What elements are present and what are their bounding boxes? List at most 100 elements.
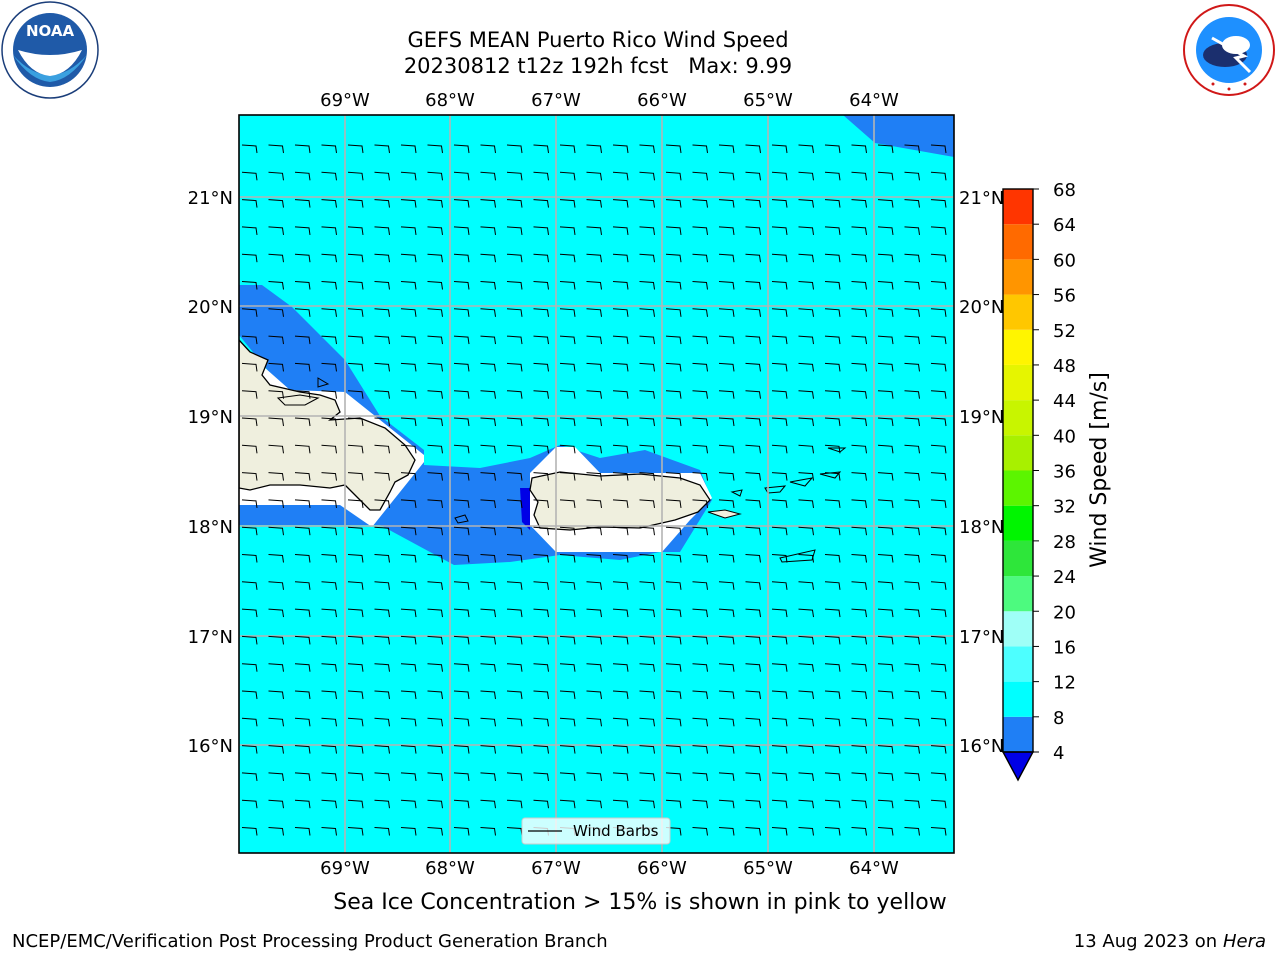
wind-barb	[851, 226, 867, 235]
wind-barb	[612, 171, 629, 181]
wind-barb	[427, 663, 443, 672]
wind-barb	[268, 253, 284, 263]
lon-label-bottom: 64°W	[849, 858, 899, 879]
wind-barb	[294, 472, 311, 481]
colorbar-label: Wind Speed [m/s]	[1087, 372, 1112, 568]
wind-barb	[798, 362, 814, 372]
colorbar-segment	[1003, 259, 1033, 295]
wind-barb	[745, 472, 761, 481]
wind-barb	[824, 581, 841, 590]
wind-barb	[586, 281, 602, 290]
wind-barb	[612, 444, 629, 454]
wind-barb	[480, 799, 496, 809]
wind-barb	[824, 281, 841, 290]
wind-barb	[427, 226, 443, 235]
wind-barb	[612, 472, 629, 481]
lat-label-left: 16°N	[188, 736, 233, 757]
wind-barb	[692, 608, 708, 618]
wind-barb	[877, 772, 894, 781]
wind-barb	[241, 335, 258, 345]
wind-barb	[824, 554, 841, 563]
wind-barb	[268, 799, 284, 809]
wind-barb	[877, 390, 894, 399]
wind-barb	[586, 362, 602, 372]
wind-barb	[639, 444, 655, 454]
wind-barb	[877, 199, 894, 208]
wind-barb	[480, 226, 496, 235]
wind-barb	[612, 335, 629, 345]
wind-barb	[718, 799, 735, 809]
wind-barb	[692, 745, 708, 754]
wind-barb	[745, 199, 761, 208]
wind-barb	[612, 799, 629, 809]
wind-barb	[612, 226, 629, 235]
wind-barb	[321, 335, 337, 345]
wind-barb	[930, 444, 947, 454]
wind-barb	[347, 663, 364, 672]
wind-barb	[347, 772, 364, 781]
wind-barb	[665, 690, 682, 700]
wind-barb	[930, 171, 947, 181]
wind-barb	[851, 526, 867, 536]
land-st-croix	[779, 549, 816, 563]
wind-barb	[533, 171, 549, 181]
wind-barb	[904, 608, 920, 618]
wind-barb	[904, 635, 920, 645]
wind-barb	[427, 690, 443, 700]
wind-barb	[294, 171, 311, 181]
wind-barb	[374, 472, 390, 481]
wind-barb	[745, 281, 761, 290]
wind-barb	[771, 390, 788, 399]
colorbar-segment	[1003, 329, 1033, 365]
wind-barb	[347, 554, 364, 563]
wind-barb	[639, 199, 655, 208]
wind-barb	[559, 581, 576, 590]
wind-barb	[824, 690, 841, 700]
wind-barb	[930, 308, 947, 317]
land-islet-1	[317, 377, 330, 388]
wind-barb	[321, 663, 337, 672]
wind-barb	[294, 199, 311, 208]
wind-barb	[771, 308, 788, 317]
wind-barb	[321, 199, 337, 208]
wind-barb	[639, 717, 655, 727]
wind-barb	[718, 608, 735, 618]
wind-barb	[745, 581, 761, 590]
wind-barb	[533, 281, 549, 290]
wind-barb	[771, 444, 788, 454]
wind-barb	[665, 827, 682, 836]
wind-barb	[559, 390, 576, 399]
wind-barb	[718, 335, 735, 345]
wind-barb	[771, 554, 788, 563]
wind-barb	[427, 827, 443, 836]
below-4-patch	[520, 488, 532, 530]
wind-barb	[798, 308, 814, 317]
wind-barb	[930, 772, 947, 781]
wind-barb	[639, 362, 655, 372]
wind-barb	[851, 199, 867, 208]
wind-barb	[268, 444, 284, 454]
wind-barb	[321, 554, 337, 563]
wind-barb	[294, 362, 311, 372]
wind-barb	[347, 690, 364, 700]
wind-barb	[771, 144, 788, 154]
wind-barb	[798, 390, 814, 399]
wind-barb	[930, 827, 947, 836]
wind-barb	[586, 745, 602, 754]
wind-barb	[533, 144, 549, 154]
wind-barb	[321, 827, 337, 836]
wind-barb	[453, 144, 470, 154]
wind-barb	[798, 799, 814, 809]
wind-barb	[798, 253, 814, 263]
footer-branch: NCEP/EMC/Verification Post Processing Pr…	[12, 931, 608, 952]
wind-barb	[851, 499, 867, 508]
wind-barb	[877, 253, 894, 263]
wind-barb	[930, 472, 947, 481]
wind-barb	[718, 472, 735, 481]
wind-barb	[533, 690, 549, 700]
wind-barb	[347, 226, 364, 235]
wind-barb	[692, 226, 708, 235]
wind-barb	[930, 417, 947, 427]
wind-barb	[639, 663, 655, 672]
wind-barb	[241, 772, 258, 781]
